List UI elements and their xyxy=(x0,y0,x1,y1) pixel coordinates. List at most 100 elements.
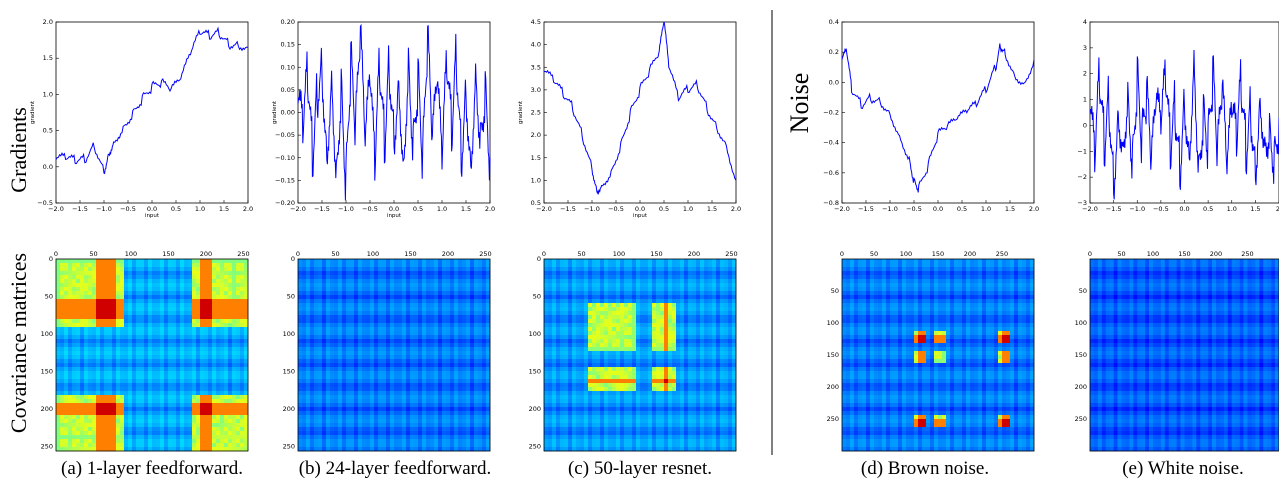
heat-cell xyxy=(128,295,133,300)
heat-cell xyxy=(298,383,303,388)
heat-cell xyxy=(64,411,69,416)
heat-cell xyxy=(108,447,113,452)
heat-cell xyxy=(430,371,435,376)
heat-cell xyxy=(406,311,411,316)
heat-cell xyxy=(164,303,169,308)
heat-cell xyxy=(72,363,77,368)
heat-cell xyxy=(394,279,399,284)
heat-cell xyxy=(244,351,249,356)
heat-cell xyxy=(156,323,161,328)
heat-cell xyxy=(306,359,311,364)
heat-cell xyxy=(306,311,311,316)
heat-cell xyxy=(160,407,165,412)
heat-cell xyxy=(196,399,201,404)
heat-cell xyxy=(382,315,387,320)
heat-cell xyxy=(64,295,69,300)
heat-cell xyxy=(648,267,653,272)
heat-cell xyxy=(108,311,113,316)
heat-cell xyxy=(306,351,311,356)
heat-cell xyxy=(318,411,323,416)
heat-cell xyxy=(466,347,471,352)
heat-cell xyxy=(486,311,491,316)
heat-cell xyxy=(366,343,371,348)
heat-cell xyxy=(172,415,177,420)
heat-cell xyxy=(302,339,307,344)
heat-cell xyxy=(180,271,185,276)
heat-cell xyxy=(438,323,443,328)
heat-cell xyxy=(228,315,233,320)
heat-cell xyxy=(236,443,241,448)
heat-cell xyxy=(108,299,113,304)
heat-cell xyxy=(108,339,113,344)
heat-cell xyxy=(144,291,149,296)
heat-cell xyxy=(64,351,69,356)
heat-cell xyxy=(338,447,343,452)
heat-cell xyxy=(228,275,233,280)
heat-cell xyxy=(220,351,225,356)
heat-cell xyxy=(366,427,371,432)
heat-cell xyxy=(212,331,217,336)
heat-cell xyxy=(322,327,327,332)
heat-cell xyxy=(354,351,359,356)
heat-cell xyxy=(60,339,65,344)
heat-cell xyxy=(596,259,601,264)
heat-cell xyxy=(482,351,487,356)
heat-cell xyxy=(398,287,403,292)
heat-cell xyxy=(224,423,229,428)
heat-cell xyxy=(220,263,225,268)
heat-cell xyxy=(96,447,101,452)
heat-cell xyxy=(370,347,375,352)
heat-cell xyxy=(196,375,201,380)
heat-cell xyxy=(418,427,423,432)
heat-cell xyxy=(390,391,395,396)
y-tick-label: 0.05 xyxy=(281,86,295,94)
heat-cell xyxy=(406,343,411,348)
heat-cell xyxy=(92,415,97,420)
heat-cell xyxy=(172,431,177,436)
heat-cell xyxy=(112,327,117,332)
heat-cell xyxy=(84,295,89,300)
heat-cell xyxy=(116,279,121,284)
heat-cell xyxy=(394,367,399,372)
heat-cell xyxy=(232,339,237,344)
heat-cell xyxy=(370,331,375,336)
heat-cell xyxy=(410,267,415,272)
y-tick-label: 1.5 xyxy=(531,154,541,162)
heat-cell xyxy=(88,403,93,408)
heat-cell xyxy=(422,347,427,352)
heat-cell xyxy=(80,287,85,292)
heat-cell xyxy=(108,315,113,320)
heat-cell xyxy=(128,415,133,420)
heat-cell xyxy=(68,379,73,384)
heat-cell xyxy=(446,299,451,304)
heat-cell xyxy=(462,279,467,284)
heat-cell xyxy=(386,339,391,344)
heat-cell xyxy=(100,299,105,304)
heat-cell xyxy=(474,431,479,436)
heat-cell xyxy=(462,287,467,292)
heat-cell xyxy=(120,295,125,300)
heat-cell xyxy=(378,263,383,268)
heat-cell xyxy=(192,415,197,420)
heat-cell xyxy=(346,383,351,388)
heat-cell xyxy=(350,283,355,288)
heat-cell xyxy=(390,443,395,448)
heat-cell xyxy=(96,279,101,284)
heat-cell xyxy=(196,275,201,280)
heat-cell xyxy=(426,275,431,280)
x-tick-label: 0.5 xyxy=(413,205,423,213)
heat-cell xyxy=(306,335,311,340)
heat-cell xyxy=(326,315,331,320)
heat-cell xyxy=(144,339,149,344)
heat-cell xyxy=(298,407,303,412)
heat-cell xyxy=(60,379,65,384)
heat-cell xyxy=(466,279,471,284)
heat-cell xyxy=(406,439,411,444)
heat-cell xyxy=(330,275,335,280)
heat-cell xyxy=(438,283,443,288)
heat-cell xyxy=(80,335,85,340)
heat-cell xyxy=(156,431,161,436)
y-tick-label: 100 xyxy=(41,330,53,338)
heat-cell xyxy=(132,447,137,452)
heat-cell xyxy=(680,267,685,272)
